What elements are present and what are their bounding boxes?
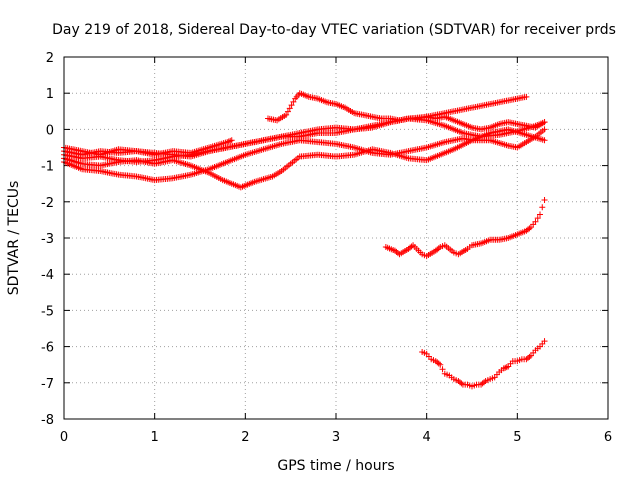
y-tick-label: -4: [41, 268, 54, 283]
x-tick-label: 4: [423, 430, 431, 445]
y-tick-label: 0: [46, 123, 54, 138]
x-tick-label: 6: [604, 430, 612, 445]
data-point: [537, 211, 543, 218]
series-track-7: [382, 196, 548, 260]
series-track-8: [419, 338, 548, 390]
x-tick-label: 1: [151, 430, 159, 445]
data-point: [228, 137, 235, 144]
y-tick-label: 2: [46, 51, 54, 66]
x-tick-label: 0: [60, 430, 68, 445]
series-track-2: [61, 126, 548, 191]
y-axis-title: SDTVAR / TECUs: [6, 181, 22, 296]
data-point: [541, 126, 548, 133]
x-tick-label: 5: [513, 430, 521, 445]
y-tick-label: -7: [41, 377, 54, 392]
data-point: [532, 218, 539, 225]
data-point: [283, 111, 290, 118]
y-tick-label: -8: [41, 413, 54, 428]
data-point: [225, 138, 232, 145]
y-tick-label: -3: [41, 232, 54, 247]
data-point: [439, 366, 446, 373]
y-tick-label: -5: [41, 304, 54, 319]
x-tick-labels: 0 1 2 3 4 5 6: [60, 430, 612, 445]
x-tick-label: 3: [332, 430, 340, 445]
data-point: [284, 108, 291, 115]
data-point: [539, 204, 546, 211]
grid-lines: [64, 57, 608, 419]
y-tick-label: -1: [41, 160, 54, 175]
y-tick-label: -6: [41, 341, 54, 356]
x-axis-title: GPS time / hours: [277, 458, 394, 474]
data-point: [541, 338, 548, 345]
x-tick-label: 2: [241, 430, 249, 445]
y-tick-labels: -8 -7 -6 -5 -4 -3 -2 -1 0 1 2: [41, 51, 54, 428]
data-point: [541, 137, 548, 144]
chart-title: Day 219 of 2018, Sidereal Day-to-day VTE…: [52, 22, 616, 38]
data-point: [290, 98, 297, 105]
data-point: [503, 364, 510, 371]
data-series: [61, 90, 548, 390]
data-point: [437, 361, 444, 368]
data-point: [288, 102, 295, 109]
data-point: [534, 215, 541, 222]
data-point: [523, 93, 530, 100]
series-track-6: [265, 90, 548, 133]
data-point: [286, 105, 293, 112]
series-track-3: [61, 93, 530, 160]
data-point: [541, 196, 548, 203]
data-point: [541, 119, 548, 126]
y-tick-label: -2: [41, 196, 54, 211]
plot-frame: [63, 56, 609, 420]
axis-ticks: [63, 56, 609, 420]
y-tick-label: 1: [46, 87, 54, 102]
